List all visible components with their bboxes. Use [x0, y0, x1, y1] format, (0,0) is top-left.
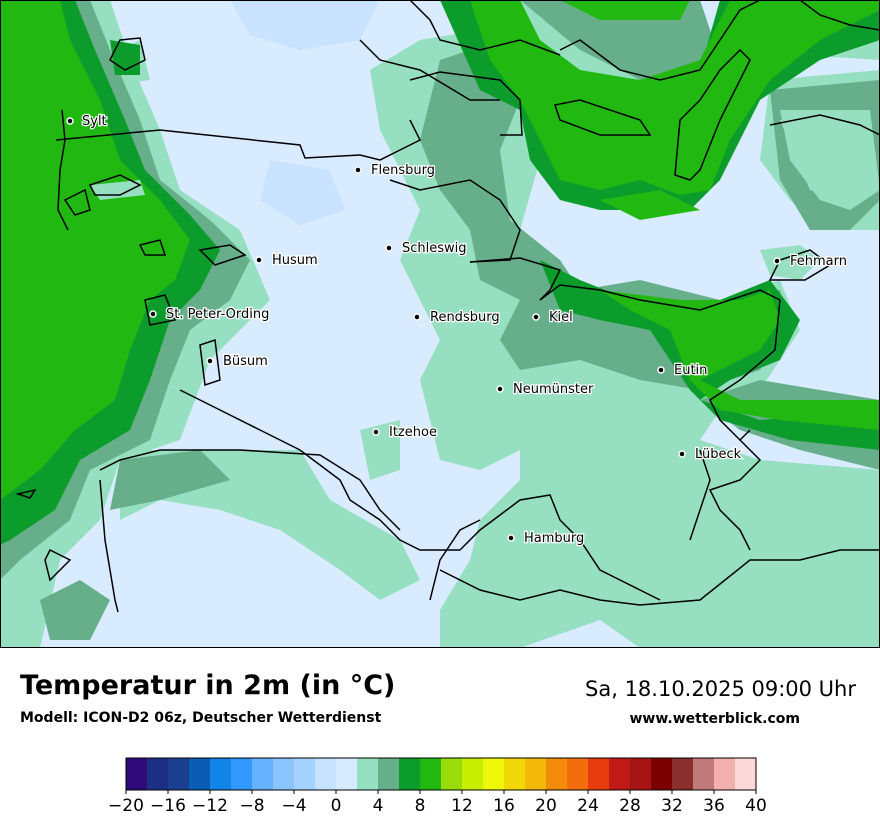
- coastlines: [15, 0, 880, 613]
- city-label: Büsum: [223, 354, 268, 369]
- city-label: Lübeck: [695, 447, 742, 462]
- city-eutin: Eutin: [657, 362, 709, 379]
- city-luebeck: Lübeck: [678, 446, 743, 463]
- legend-tick-label: 32: [661, 796, 683, 816]
- legend-swatch: [147, 758, 169, 790]
- legend-swatch: [441, 758, 463, 790]
- legend-swatch: [462, 758, 484, 790]
- city-label: Hamburg: [524, 531, 584, 546]
- model-info: Modell: ICON-D2 06z, Deutscher Wetterdie…: [20, 710, 382, 726]
- city-kiel: Kiel: [532, 309, 574, 326]
- legend-tick-label: 40: [745, 796, 767, 816]
- legend-swatch: [357, 758, 379, 790]
- legend-swatch: [504, 758, 526, 790]
- city-label: Schleswig: [402, 241, 467, 256]
- legend-tick-label: 16: [493, 796, 515, 816]
- map-title: Temperatur in 2m (in °C): [20, 670, 396, 701]
- legend-tick-label: −12: [192, 796, 228, 816]
- city-flensburg: Flensburg: [354, 162, 436, 179]
- legend-tick-label: −4: [281, 796, 306, 816]
- legend-tick-label: 20: [535, 796, 557, 816]
- legend-swatch: [315, 758, 337, 790]
- city-buesum: Büsum: [206, 353, 269, 370]
- city-label: Flensburg: [371, 163, 435, 178]
- legend-swatch: [210, 758, 232, 790]
- legend-swatch: [483, 758, 505, 790]
- cities: Sylt Flensburg Schleswig Husum Fehmarn S…: [66, 113, 848, 547]
- legend-tick-label: −20: [108, 796, 144, 816]
- legend-swatch: [336, 758, 358, 790]
- city-st-peter-ording: St. Peter-Ording: [149, 306, 271, 323]
- cold-patches: [230, 0, 880, 225]
- legend-swatch: [189, 758, 211, 790]
- legend-tick-label: −8: [239, 796, 264, 816]
- legend-swatch: [273, 758, 295, 790]
- legend-swatch: [294, 758, 316, 790]
- legend-swatch: [735, 758, 757, 790]
- city-label: Rendsburg: [430, 310, 500, 325]
- legend-tick-label: 4: [373, 796, 384, 816]
- legend-tick-label: 0: [331, 796, 342, 816]
- legend-swatch: [399, 758, 421, 790]
- city-label: St. Peter-Ording: [166, 307, 269, 322]
- legend-ticks: −20 −16 −12 −8 −4 0 4 8 12 16 20 24 28 32 36 40: [108, 790, 767, 816]
- legend-swatch: [609, 758, 631, 790]
- legend-swatch: [567, 758, 589, 790]
- city-label: Fehmarn: [790, 254, 847, 269]
- website-link[interactable]: www.wetterblick.com: [629, 711, 801, 727]
- legend-swatch: [693, 758, 715, 790]
- legend-swatch: [651, 758, 673, 790]
- city-sylt: Sylt: [66, 113, 108, 130]
- city-itzehoe: Itzehoe: [372, 424, 438, 441]
- legend-swatch: [630, 758, 652, 790]
- city-label: Husum: [272, 253, 318, 268]
- forecast-datetime: Sa, 18.10.2025 09:00 Uhr: [585, 677, 856, 701]
- legend-swatch: [168, 758, 190, 790]
- city-fehmarn: Fehmarn: [773, 253, 848, 270]
- city-label: Eutin: [674, 363, 707, 378]
- legend-swatch: [252, 758, 274, 790]
- legend-swatch: [546, 758, 568, 790]
- legend-swatch: [525, 758, 547, 790]
- bright-green-zones: [0, 0, 880, 500]
- legend-swatch: [714, 758, 736, 790]
- city-label: Sylt: [82, 114, 107, 129]
- legend-swatch: [588, 758, 610, 790]
- city-label: Neumünster: [513, 382, 594, 397]
- legend-swatches: [126, 758, 757, 790]
- city-hamburg: Hamburg: [507, 530, 586, 547]
- city-husum: Husum: [255, 252, 319, 269]
- legend-tick-label: 24: [577, 796, 599, 816]
- legend-swatch: [126, 758, 148, 790]
- legend-tick-label: 28: [619, 796, 641, 816]
- temperature-map: Sylt Flensburg Schleswig Husum Fehmarn S…: [0, 0, 880, 648]
- legend-tick-label: 36: [703, 796, 725, 816]
- city-label: Itzehoe: [389, 425, 437, 440]
- city-neumuenster: Neumünster: [496, 381, 595, 398]
- legend-frame: [125, 757, 757, 791]
- city-schleswig: Schleswig: [385, 240, 468, 257]
- legend-tick-label: −16: [150, 796, 186, 816]
- legend-swatch: [378, 758, 400, 790]
- color-scale-legend: −20 −16 −12 −8 −4 0 4 8 12 16 20 24 28 32 36 40: [108, 757, 767, 816]
- legend-tick-label: 8: [415, 796, 426, 816]
- city-rendsburg: Rendsburg: [413, 309, 501, 326]
- legend-swatch: [231, 758, 253, 790]
- legend-swatch: [672, 758, 694, 790]
- legend-tick-label: 12: [451, 796, 473, 816]
- city-label: Kiel: [549, 310, 573, 325]
- legend-swatch: [420, 758, 442, 790]
